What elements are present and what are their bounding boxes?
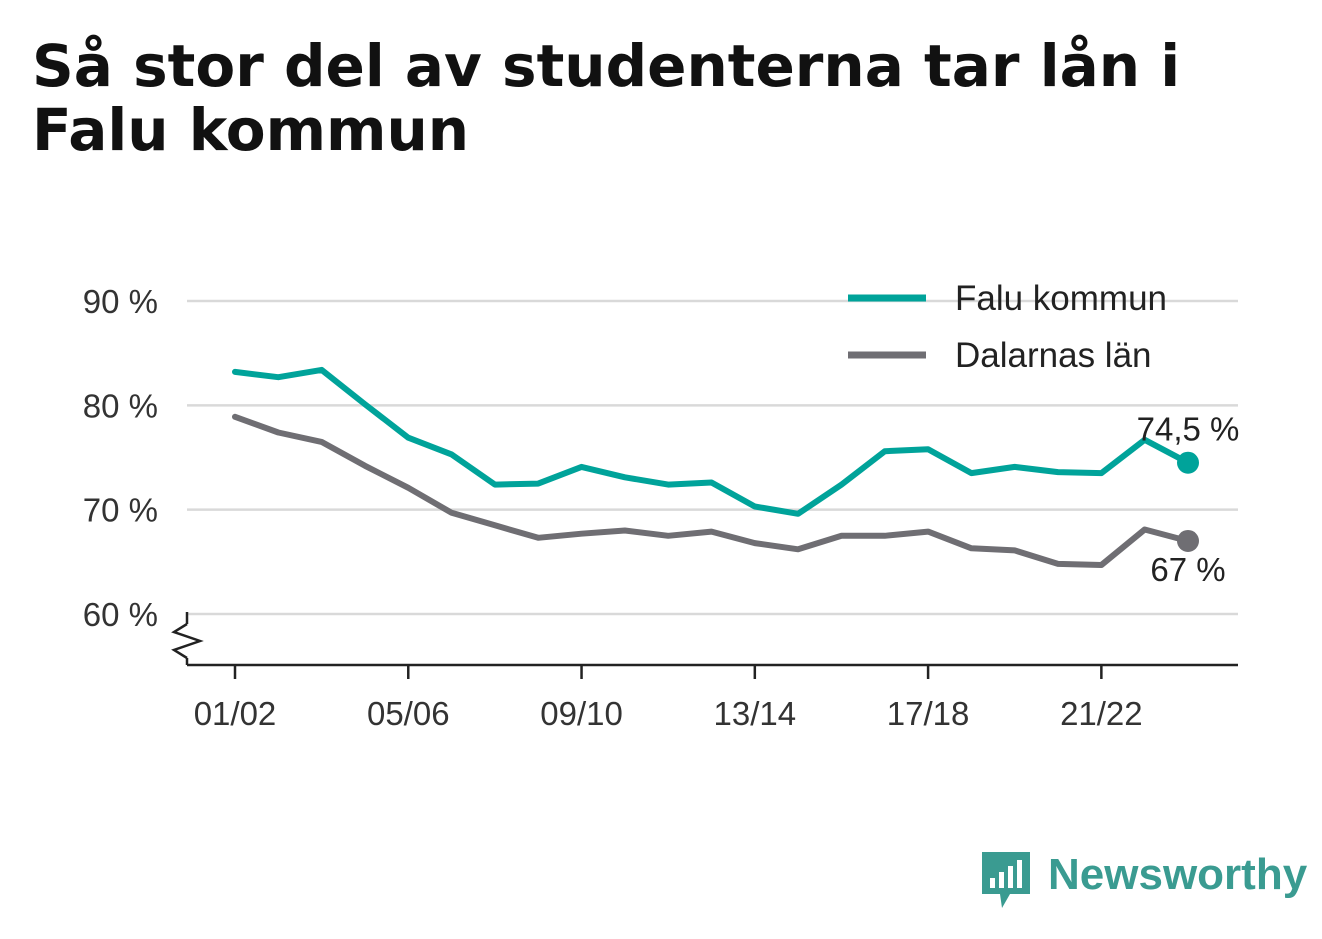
- legend-label: Dalarnas län: [955, 336, 1152, 375]
- series-line-dalarnas-lan: [232, 413, 1191, 568]
- end-point-marker: [1177, 451, 1199, 474]
- x-tick-label: 01/02: [194, 695, 277, 732]
- series-lines: [232, 366, 1199, 568]
- y-axis-break: [171, 622, 204, 660]
- axes: 60 % 70 % 80 % 90 % 01/02 05/06 09/10 13/14 17/1…: [83, 283, 1238, 732]
- y-tick-label: 60 %: [83, 596, 158, 633]
- y-tick-label: 70 %: [83, 492, 158, 529]
- newsworthy-logo: Newsworthy: [980, 850, 1307, 910]
- y-tick-label: 80 %: [83, 387, 158, 424]
- x-tick-label: 17/18: [887, 695, 970, 732]
- end-value-label: 74,5 %: [1137, 411, 1240, 448]
- x-tick-label: 05/06: [367, 695, 450, 732]
- gridlines: [187, 299, 1238, 616]
- bar-chart-speech-bubble-icon: [982, 852, 1030, 908]
- chart-title: Så stor del av studenterna tar lån i Fal…: [32, 32, 1181, 164]
- end-point-marker: [1177, 529, 1199, 552]
- y-tick-label: 90 %: [83, 283, 158, 320]
- legend-label: Falu kommun: [955, 279, 1167, 318]
- end-value-label: 67 %: [1150, 551, 1225, 588]
- legend: Falu kommun Dalarnas län: [848, 279, 1167, 375]
- x-tick-label: 13/14: [714, 695, 797, 732]
- brand-name: Newsworthy: [1048, 850, 1308, 899]
- x-tick-label: 09/10: [540, 695, 623, 732]
- labels: 74,5 % 67 %: [1137, 411, 1240, 588]
- x-tick-label: 21/22: [1060, 695, 1143, 732]
- series-line-falu-kommun: [232, 366, 1191, 517]
